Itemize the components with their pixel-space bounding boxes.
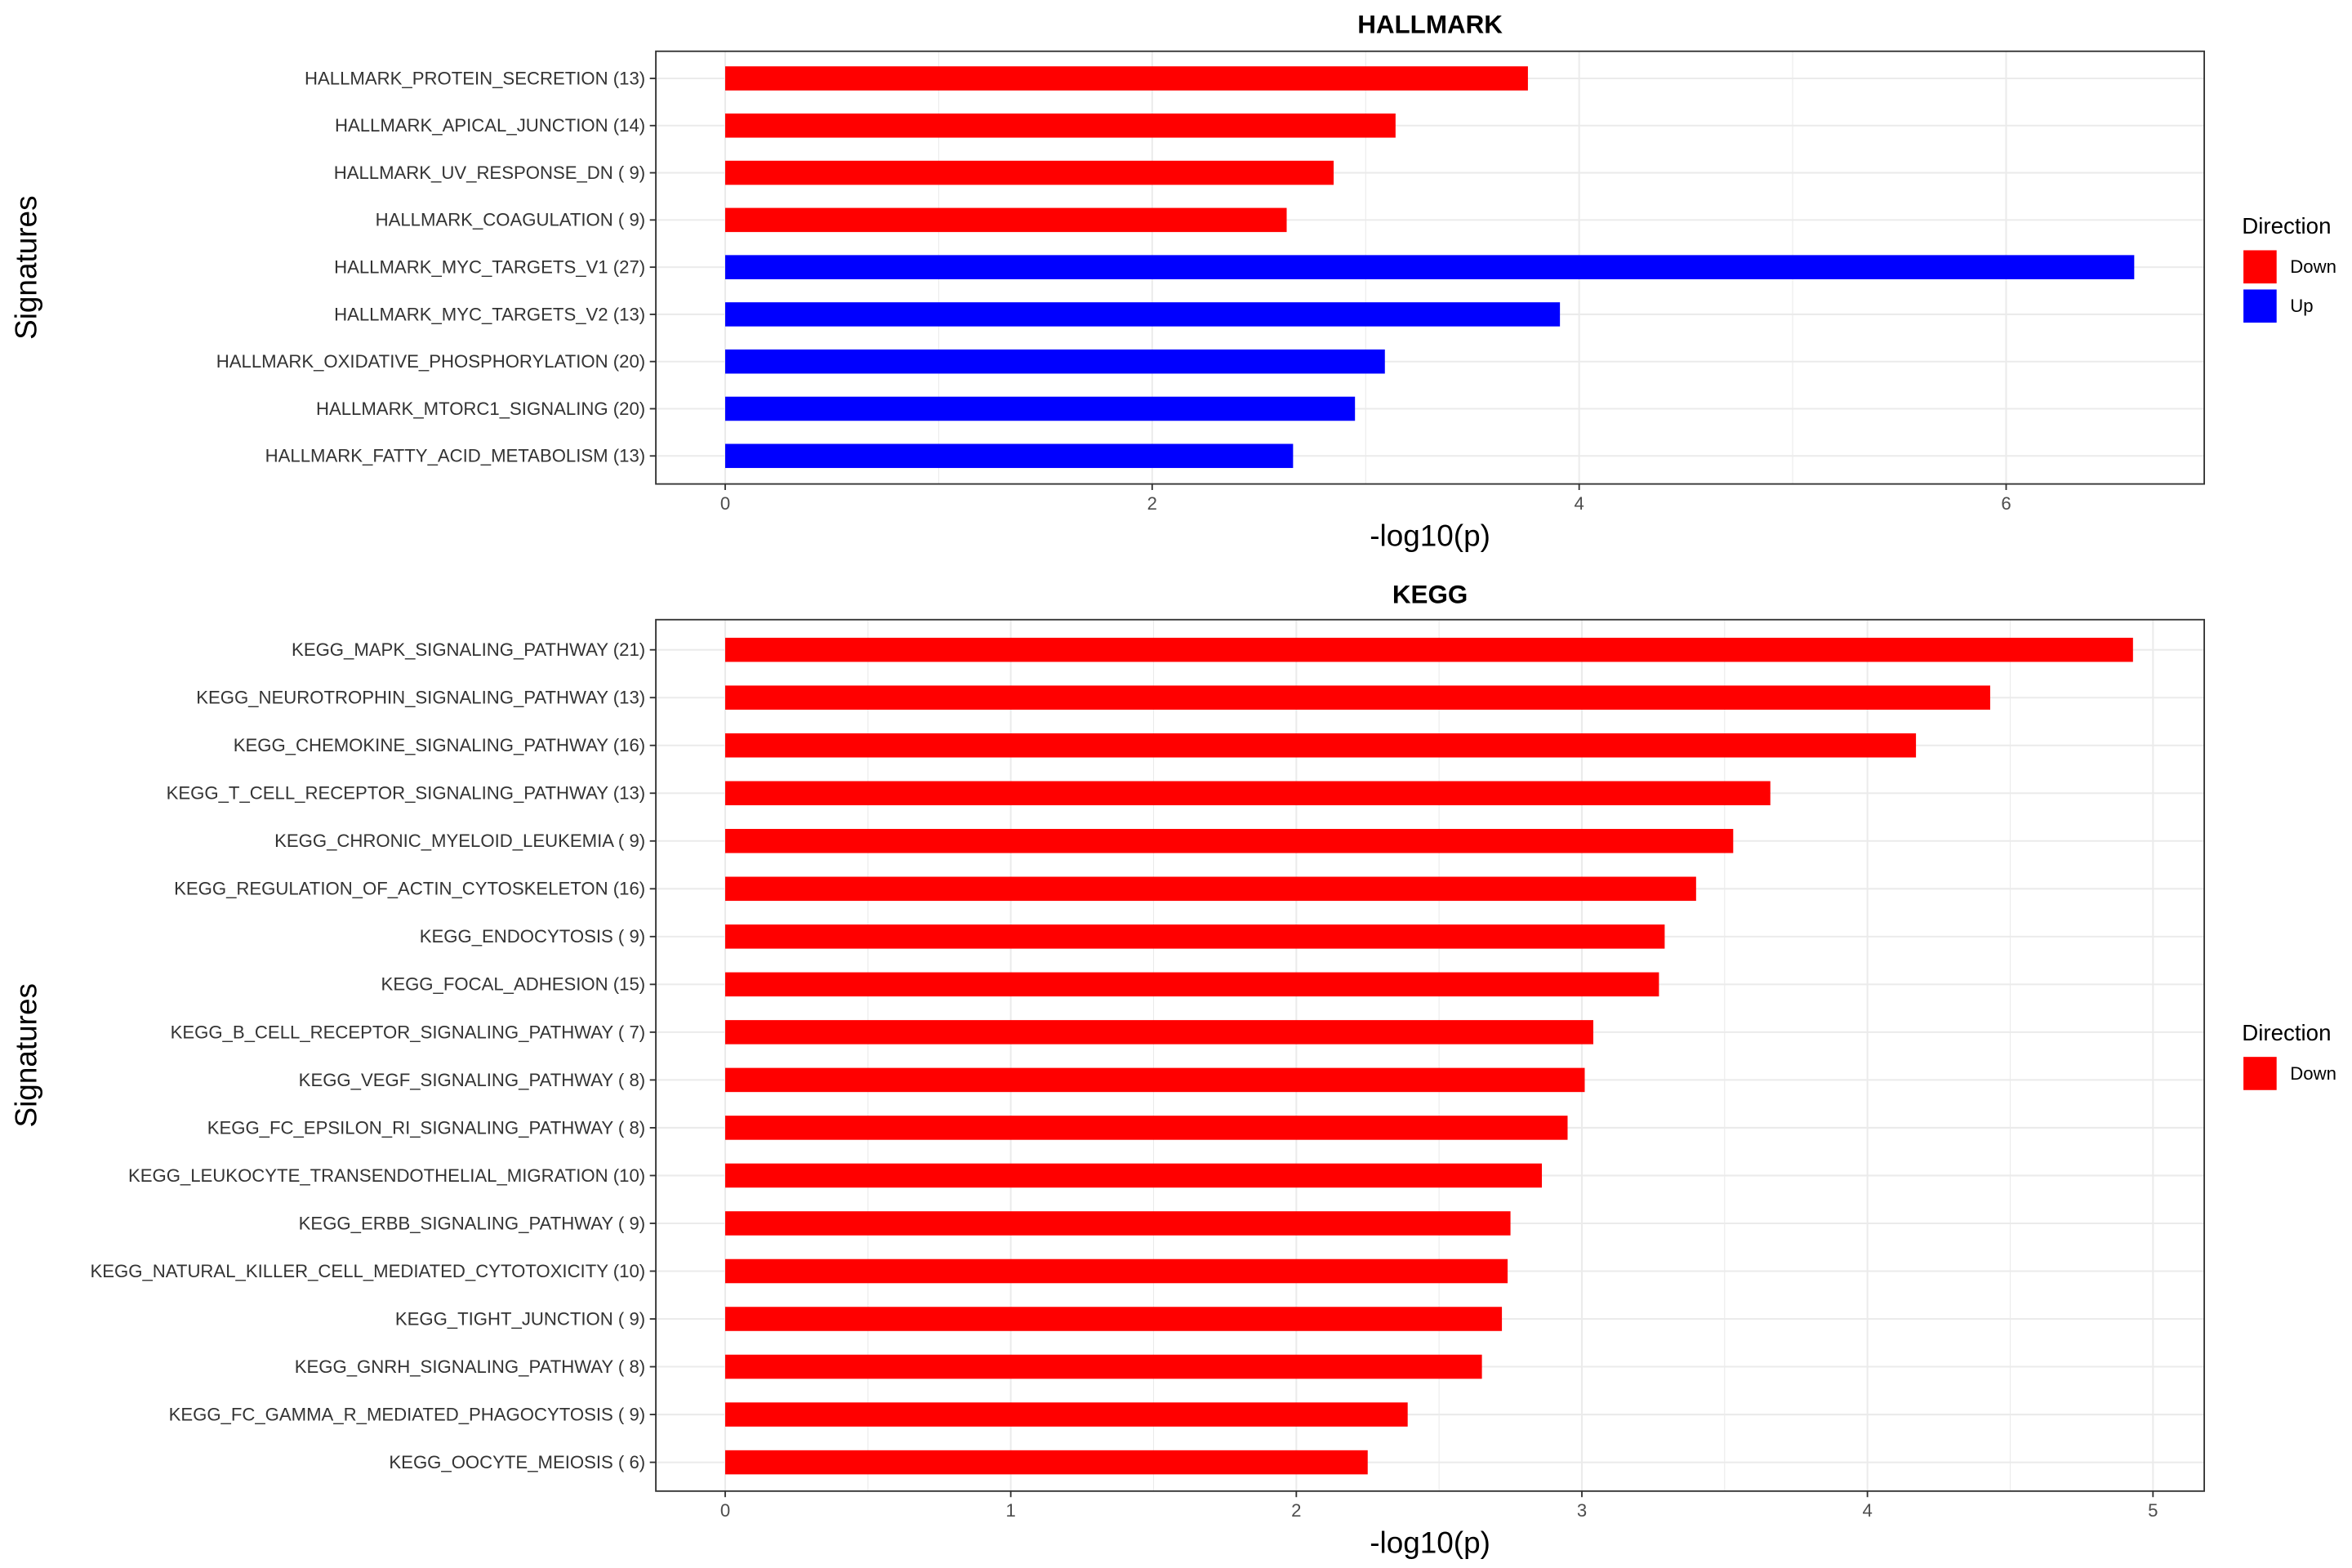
bar <box>725 972 1659 997</box>
legend-swatch-up <box>2243 289 2277 323</box>
bar <box>725 396 1356 421</box>
bar <box>725 1450 1368 1475</box>
category-label: HALLMARK_OXIDATIVE_PHOSPHORYLATION (20) <box>216 351 645 372</box>
category-label: HALLMARK_APICAL_JUNCTION (14) <box>335 115 645 136</box>
bar <box>725 349 1385 374</box>
category-label: KEGG_CHEMOKINE_SIGNALING_PATHWAY (16) <box>234 735 645 755</box>
category-label: KEGG_FC_GAMMA_R_MEDIATED_PHAGOCYTOSIS ( … <box>169 1404 646 1424</box>
category-label: HALLMARK_UV_RESPONSE_DN ( 9) <box>334 163 645 183</box>
category-label: KEGG_OOCYTE_MEIOSIS ( 6) <box>389 1452 645 1472</box>
category-label: HALLMARK_MYC_TARGETS_V1 (27) <box>334 257 645 278</box>
bar <box>725 207 1287 233</box>
bar <box>725 443 1294 469</box>
category-label: KEGG_FC_EPSILON_RI_SIGNALING_PATHWAY ( 8… <box>207 1117 645 1138</box>
panel-border <box>655 50 2205 485</box>
category-label: KEGG_TIGHT_JUNCTION ( 9) <box>395 1308 645 1329</box>
category-label: KEGG_ERBB_SIGNALING_PATHWAY ( 9) <box>299 1213 645 1233</box>
panel-title: KEGG <box>1392 580 1468 608</box>
panel-title: HALLMARK <box>1357 11 1503 39</box>
x-tick-label: 2 <box>1147 493 1157 514</box>
category-label: HALLMARK_COAGULATION ( 9) <box>376 210 646 230</box>
bar <box>725 160 1334 185</box>
legend-title: Direction <box>2242 213 2331 238</box>
bar <box>725 1020 1593 1045</box>
category-label: KEGG_VEGF_SIGNALING_PATHWAY ( 8) <box>299 1070 645 1090</box>
bar <box>725 637 2133 662</box>
legend-swatch-down <box>2243 1057 2277 1090</box>
legend-label: Down <box>2290 1063 2336 1084</box>
x-tick-label: 2 <box>1291 1500 1301 1521</box>
bar <box>725 1354 1482 1379</box>
bar <box>725 733 1917 758</box>
x-tick-label: 0 <box>720 493 730 514</box>
bar <box>725 1067 1585 1093</box>
category-label: KEGG_FOCAL_ADHESION (15) <box>381 974 646 995</box>
x-tick-label: 1 <box>1005 1500 1015 1521</box>
x-tick-label: 5 <box>2148 1500 2158 1521</box>
bar <box>725 302 1561 327</box>
panel-hallmark: HALLMARK_PROTEIN_SECRETION (13) HALLMARK_… <box>9 11 2336 553</box>
category-label: HALLMARK_MYC_TARGETS_V2 (13) <box>334 304 645 324</box>
panel-kegg: KEGG_MAPK_SIGNALING_PATHWAY (21) KEGG_NEU… <box>9 580 2336 1559</box>
y-axis-label: Signatures <box>9 983 42 1127</box>
panel-border <box>655 618 2205 1492</box>
category-label: HALLMARK_PROTEIN_SECRETION (13) <box>305 68 645 88</box>
bar <box>725 1307 1503 1331</box>
x-tick-label: 4 <box>1574 493 1584 514</box>
category-label: KEGG_T_CELL_RECEPTOR_SIGNALING_PATHWAY (… <box>167 783 646 804</box>
category-label: KEGG_LEUKOCYTE_TRANSENDOTHELIAL_MIGRATIO… <box>128 1165 645 1186</box>
x-axis-label: -log10(p) <box>1370 1526 1490 1560</box>
x-axis-label: -log10(p) <box>1370 519 1490 552</box>
legend-swatch-down <box>2243 250 2277 284</box>
category-label: KEGG_B_CELL_RECEPTOR_SIGNALING_PATHWAY (… <box>171 1022 646 1042</box>
plot-background <box>656 619 2205 1491</box>
bar <box>725 781 1771 806</box>
category-label: KEGG_NATURAL_KILLER_CELL_MEDIATED_CYTOTO… <box>91 1261 646 1281</box>
category-label: KEGG_NEUROTROPHIN_SIGNALING_PATHWAY (13) <box>196 688 645 708</box>
bar <box>725 1258 1508 1284</box>
category-label: HALLMARK_FATTY_ACID_METABOLISM (13) <box>265 446 645 466</box>
legend-label: Up <box>2290 296 2313 316</box>
legend-title: Direction <box>2242 1020 2331 1045</box>
category-label: KEGG_CHRONIC_MYELOID_LEUKEMIA ( 9) <box>274 831 645 851</box>
x-tick-label: 4 <box>1862 1500 1872 1521</box>
x-tick-label: 0 <box>720 1500 730 1521</box>
bar <box>725 1211 1511 1236</box>
x-tick-label: 3 <box>1577 1500 1587 1521</box>
category-label: HALLMARK_MTORC1_SIGNALING (20) <box>316 399 645 419</box>
bar <box>725 114 1396 138</box>
y-axis-label: Signatures <box>9 195 42 339</box>
bar <box>725 66 1528 91</box>
category-label: KEGG_MAPK_SIGNALING_PATHWAY (21) <box>292 639 645 660</box>
bar <box>725 685 1991 710</box>
legend-label: Down <box>2290 256 2336 277</box>
category-label: KEGG_REGULATION_OF_ACTIN_CYTOSKELETON (1… <box>174 879 645 899</box>
bar <box>725 924 1665 949</box>
bar <box>725 1163 1543 1188</box>
bar <box>725 1402 1408 1427</box>
bar <box>725 1116 1568 1140</box>
category-label: KEGG_GNRH_SIGNALING_PATHWAY ( 8) <box>295 1356 645 1377</box>
bar <box>725 255 2135 279</box>
category-label: KEGG_ENDOCYTOSIS ( 9) <box>420 926 645 947</box>
x-tick-label: 6 <box>2001 493 2011 514</box>
bar <box>725 876 1696 902</box>
bar <box>725 829 1734 853</box>
